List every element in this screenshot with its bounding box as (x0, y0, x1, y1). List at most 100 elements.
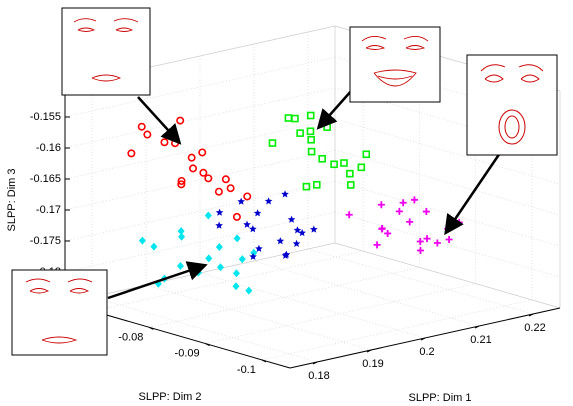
point (215, 208, 224, 216)
grid-line (91, 296, 318, 363)
point (226, 184, 235, 193)
point (346, 181, 355, 189)
point (410, 196, 418, 204)
point (253, 209, 262, 217)
x-axis-label: SLPP: Dim 1 (409, 392, 472, 404)
point (187, 153, 196, 162)
point (399, 199, 407, 207)
grid-line (64, 211, 336, 273)
x-tick-label: 0.2 (419, 346, 434, 358)
grid-line (334, 118, 561, 185)
point (255, 244, 263, 252)
z-tick-label: -0.16 (36, 142, 61, 154)
point (306, 111, 315, 120)
point (291, 114, 299, 123)
point (377, 201, 385, 209)
point (237, 197, 245, 205)
point (312, 180, 321, 189)
point (215, 221, 223, 229)
point (198, 148, 207, 157)
point (318, 154, 326, 163)
grid-line (64, 118, 336, 180)
point (150, 242, 158, 251)
box-edge (334, 242, 561, 309)
grid-line (307, 248, 534, 315)
y-tick-label: -0.09 (175, 348, 200, 360)
point (423, 235, 431, 243)
face-image (61, 7, 151, 96)
point (215, 242, 223, 251)
point (233, 234, 241, 243)
point (346, 169, 354, 178)
grid-line (334, 211, 561, 278)
point (177, 180, 186, 189)
point (177, 176, 186, 185)
point (176, 262, 184, 271)
point (268, 139, 277, 147)
point (422, 208, 430, 216)
point (345, 211, 353, 219)
point (199, 168, 208, 177)
point (243, 192, 252, 201)
point (232, 212, 241, 221)
face-image (349, 26, 441, 103)
point (307, 147, 316, 156)
arrow (107, 261, 208, 300)
point (433, 239, 441, 247)
point (307, 135, 315, 144)
point (178, 232, 186, 241)
point (137, 122, 146, 131)
point (216, 263, 224, 272)
z-tick-label: -0.165 (30, 173, 61, 185)
point (245, 286, 253, 295)
grid-line (261, 299, 532, 361)
point (330, 160, 338, 169)
grid-line (64, 87, 336, 149)
point (395, 207, 403, 215)
y-axis-label: SLPP: Dim 2 (139, 391, 202, 403)
point (306, 127, 315, 136)
point (177, 227, 185, 236)
grid-line (145, 284, 372, 351)
face-image (466, 54, 558, 156)
grid-line (64, 56, 336, 118)
point (204, 174, 213, 183)
y-tick-label: -0.1 (237, 364, 256, 376)
point (357, 163, 366, 172)
y-tick-label: -0.08 (118, 331, 143, 343)
point (243, 220, 251, 228)
grid-line (199, 272, 426, 339)
grid-line (149, 267, 420, 328)
x-tick-label: 0.21 (470, 334, 491, 346)
point (264, 197, 273, 205)
point (378, 225, 386, 233)
arrow (444, 152, 502, 236)
x-tick-label: 0.22 (524, 322, 545, 334)
point (310, 225, 318, 233)
point (221, 175, 230, 184)
point (406, 218, 414, 226)
point (205, 254, 213, 263)
arrow (316, 89, 353, 130)
x-tick-label: 0.19 (362, 358, 383, 370)
grid-line (253, 260, 480, 327)
grid-line (93, 250, 364, 312)
point (445, 235, 453, 243)
grid-line (64, 149, 336, 211)
point (189, 164, 198, 173)
point (296, 129, 304, 137)
point (232, 269, 240, 278)
point (127, 149, 136, 158)
arrow (137, 96, 182, 145)
point (281, 251, 290, 259)
point (281, 190, 289, 198)
point (287, 215, 296, 223)
point (238, 255, 246, 264)
x-axis (289, 307, 561, 369)
point (138, 236, 146, 245)
z-tick-label: -0.175 (30, 235, 61, 247)
point (232, 282, 240, 291)
point (416, 237, 424, 245)
point (384, 229, 392, 237)
